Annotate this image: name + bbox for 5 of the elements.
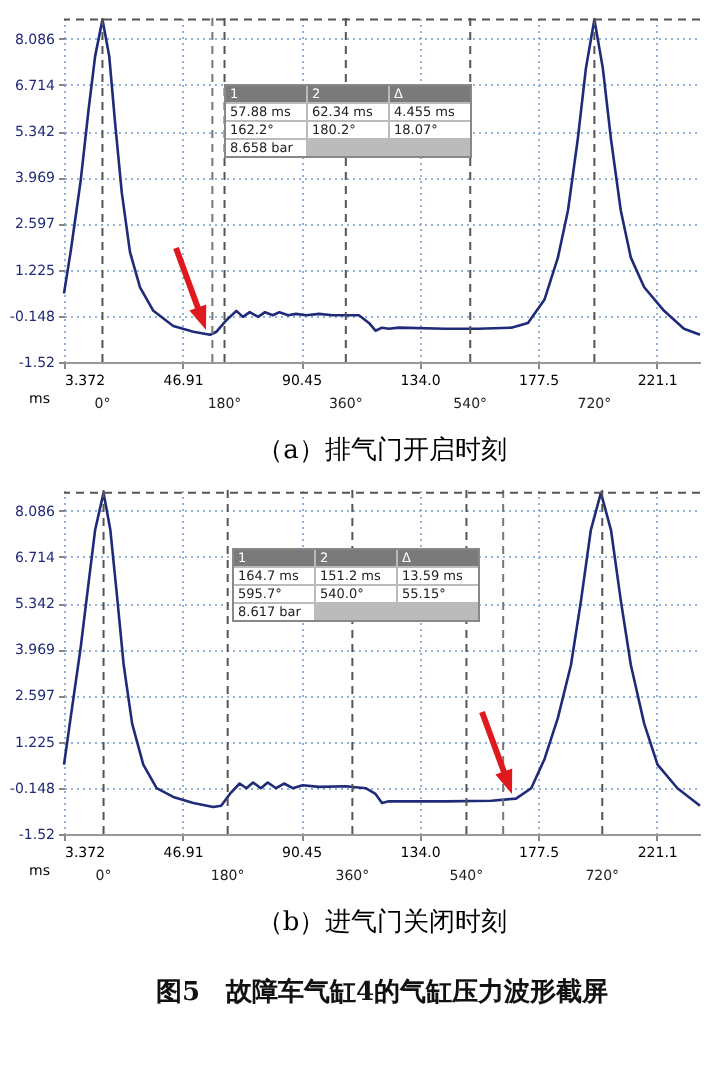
- text: （a）排气门开启时刻: [257, 434, 507, 466]
- line-series: [62, 18, 702, 337]
- text: （b）进气门关闭时刻: [256, 906, 508, 938]
- line-series: [62, 491, 702, 809]
- text: 图5 故障车气缸4的气缸压力波形截屏: [155, 976, 609, 1008]
